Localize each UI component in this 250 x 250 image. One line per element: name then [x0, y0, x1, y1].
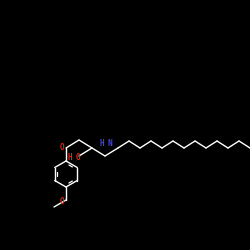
Text: O: O	[76, 152, 80, 162]
Text: O: O	[60, 142, 64, 152]
Text: O: O	[60, 196, 64, 205]
Text: H: H	[100, 138, 104, 147]
Text: H: H	[68, 152, 72, 162]
Text: N: N	[108, 138, 112, 147]
